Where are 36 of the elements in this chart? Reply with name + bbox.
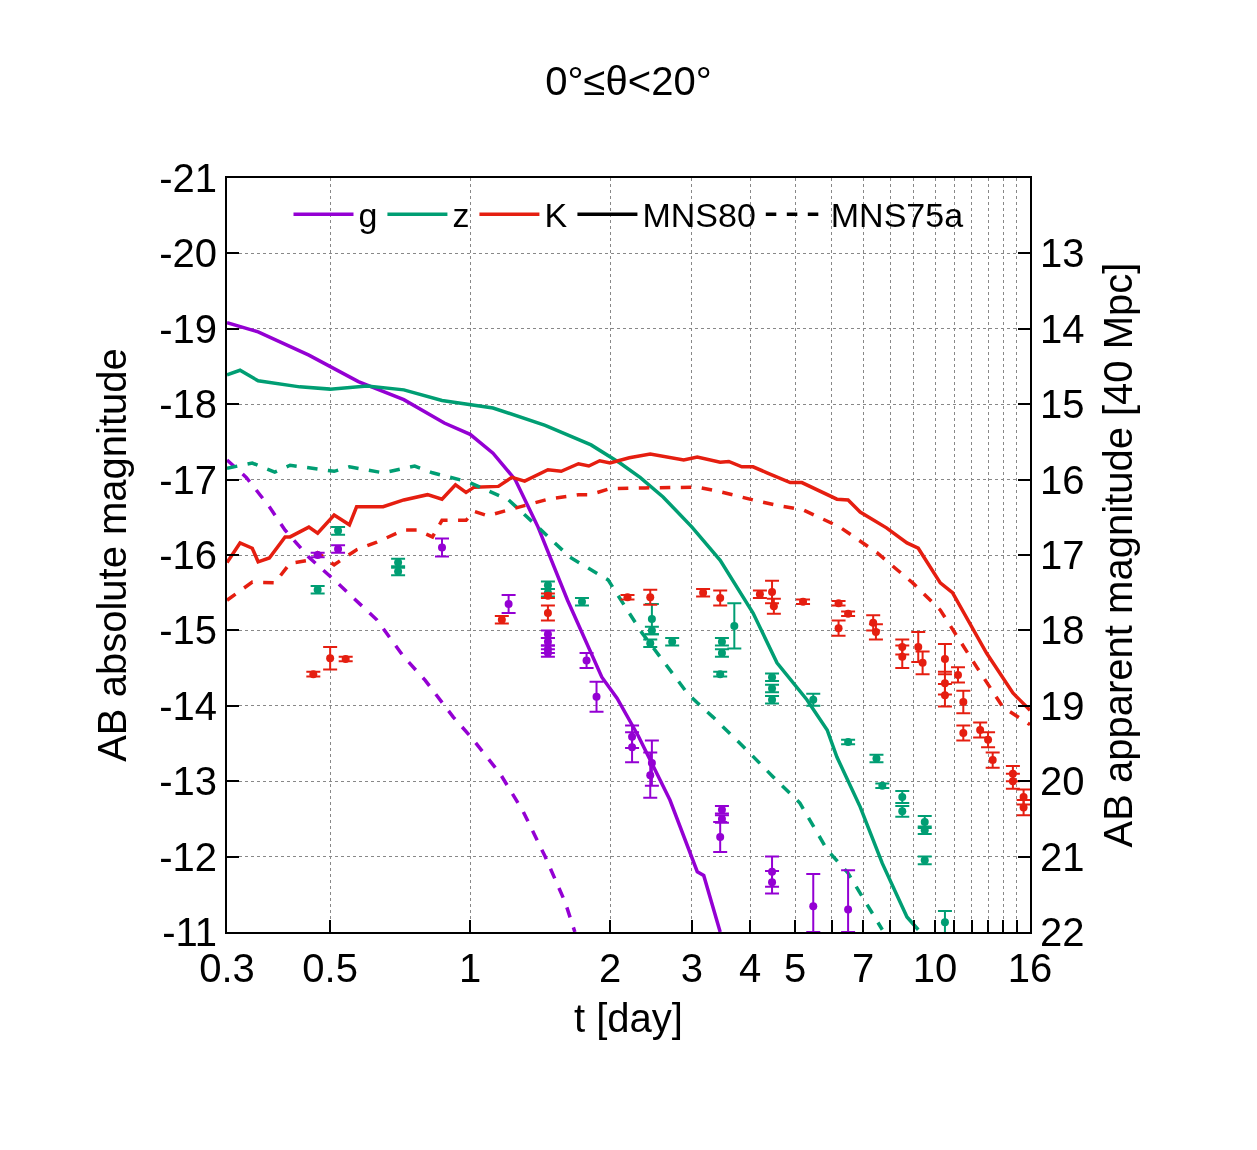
y-tick-label: -18	[159, 382, 217, 427]
y-axis-title: AB absolute magnitude	[90, 348, 135, 762]
legend-label: MNS80	[642, 196, 756, 235]
y-tick-label: -15	[159, 608, 217, 653]
y-tick-label: -19	[159, 306, 217, 351]
legend-label: g	[358, 196, 378, 235]
x-tick-label: 1	[458, 946, 482, 990]
x-tick-label: 10	[912, 946, 958, 990]
legend-label: K	[544, 196, 568, 235]
y-tick-label: -17	[159, 457, 217, 502]
legend-label: z	[452, 196, 470, 235]
x-axis-title: t [day]	[574, 996, 683, 1040]
y2-tick-label: 18	[1040, 608, 1085, 653]
chart-title: 0°≤θ<20°	[545, 58, 712, 103]
y-tick-label: -21	[159, 156, 217, 200]
y2-tick-label: 16	[1040, 457, 1085, 502]
x-tick-label: 2	[598, 946, 622, 990]
y-tick-label: -14	[159, 683, 217, 728]
y-tick-label: -20	[159, 231, 217, 276]
x-tick-label: 0.5	[302, 946, 358, 990]
y2-tick-label: 14	[1040, 306, 1085, 351]
y-tick-label: -12	[159, 834, 217, 879]
x-tick-label: 7	[851, 946, 875, 990]
y2-tick-label: 17	[1040, 533, 1085, 577]
y2-tick-label: 19	[1040, 683, 1085, 728]
x-tick-label: 3	[680, 946, 704, 990]
y2-tick-label: 15	[1040, 382, 1085, 427]
x-tick-label: 4	[738, 946, 762, 990]
y2-tick-label: 13	[1040, 231, 1085, 276]
y2-tick-label: 21	[1040, 834, 1085, 879]
legend-label: MNS75a	[830, 196, 964, 235]
y2-tick-label: 20	[1040, 759, 1085, 804]
x-tick-label: 5	[783, 946, 807, 990]
y-tick-label: -13	[159, 759, 217, 804]
y2-axis-title: AB apparent magnitude [40 Mpc]	[1095, 262, 1140, 848]
y-tick-label: -16	[159, 533, 217, 577]
